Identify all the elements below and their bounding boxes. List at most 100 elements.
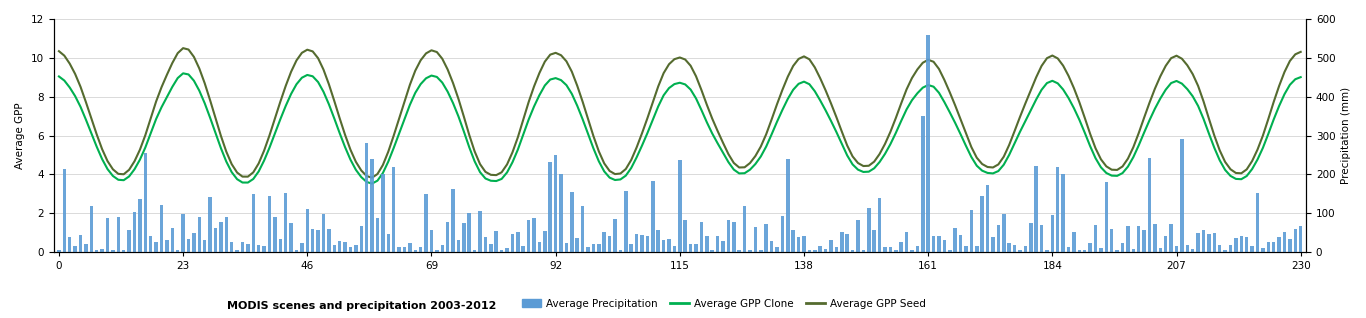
Bar (111, 250, 115, 252)
Bar (1142, 230, 1146, 252)
Bar (1003, 214, 1005, 252)
Bar (193, 233, 195, 252)
Legend: Average Precipitation, Average GPP Clone, Average GPP Seed: Average Precipitation, Average GPP Clone… (518, 294, 930, 313)
Bar (1164, 236, 1168, 252)
Bar (544, 231, 546, 252)
Bar (910, 250, 914, 252)
Bar (1224, 250, 1227, 252)
Bar (279, 239, 281, 252)
Bar (921, 116, 925, 252)
Bar (602, 232, 607, 252)
Bar (79, 234, 82, 252)
Bar (63, 169, 66, 252)
Bar (1175, 246, 1179, 252)
Bar (1083, 250, 1086, 252)
Bar (1244, 237, 1249, 252)
Bar (884, 247, 887, 252)
Bar (851, 250, 854, 252)
Bar (322, 214, 325, 252)
Bar (1218, 245, 1221, 252)
Bar (721, 241, 725, 252)
Bar (1213, 232, 1216, 252)
Bar (511, 234, 514, 252)
Bar (1131, 249, 1135, 252)
Bar (74, 246, 76, 252)
Text: MODIS scenes and precipitation 2003-2012: MODIS scenes and precipitation 2003-2012 (227, 301, 497, 311)
Bar (1007, 243, 1011, 252)
Bar (1116, 250, 1119, 252)
Bar (937, 236, 941, 252)
Bar (533, 218, 535, 252)
Bar (1153, 224, 1157, 252)
Bar (235, 250, 239, 252)
Bar (873, 231, 876, 252)
Bar (1191, 249, 1194, 252)
Bar (467, 213, 471, 252)
Bar (160, 205, 164, 252)
Bar (290, 224, 292, 252)
Bar (549, 162, 552, 252)
Bar (332, 245, 336, 252)
Bar (213, 228, 217, 252)
Bar (1067, 247, 1071, 252)
Bar (484, 237, 488, 252)
Bar (500, 250, 504, 252)
Bar (667, 239, 671, 252)
Bar (1126, 226, 1130, 252)
Bar (785, 159, 790, 252)
Bar (862, 250, 865, 252)
Bar (348, 247, 352, 252)
Bar (1288, 239, 1292, 252)
Bar (182, 214, 184, 252)
Bar (387, 234, 391, 252)
Bar (813, 250, 817, 252)
Bar (343, 242, 347, 252)
Bar (840, 232, 844, 252)
Bar (835, 247, 839, 252)
Bar (1029, 223, 1033, 252)
Bar (889, 247, 892, 252)
Bar (403, 247, 406, 252)
Bar (1012, 245, 1016, 252)
Bar (727, 220, 731, 252)
Bar (462, 223, 466, 252)
Bar (765, 224, 768, 252)
Bar (392, 167, 395, 252)
Bar (138, 199, 142, 252)
Bar (846, 234, 848, 252)
Bar (1147, 158, 1152, 252)
Bar (127, 230, 131, 252)
Bar (408, 243, 411, 252)
Bar (635, 234, 638, 252)
Bar (559, 175, 563, 252)
Bar (1294, 229, 1298, 252)
Bar (489, 245, 493, 252)
Y-axis label: Precipitation (mm): Precipitation (mm) (1341, 87, 1351, 184)
Bar (948, 250, 952, 252)
Bar (1266, 242, 1270, 252)
Bar (796, 237, 800, 252)
Bar (224, 217, 228, 252)
Bar (1229, 245, 1232, 252)
Bar (749, 250, 751, 252)
Bar (570, 192, 574, 252)
Bar (1239, 237, 1243, 252)
Bar (100, 250, 104, 252)
Bar (652, 181, 654, 252)
Bar (641, 235, 643, 252)
Bar (326, 229, 331, 252)
Bar (90, 206, 93, 252)
Bar (445, 222, 449, 252)
Bar (257, 245, 261, 252)
Bar (209, 197, 212, 252)
Bar (1137, 226, 1141, 252)
Bar (456, 240, 460, 252)
Bar (105, 218, 109, 252)
Bar (732, 223, 735, 252)
Bar (964, 246, 967, 252)
Bar (262, 246, 266, 252)
Bar (430, 230, 433, 252)
Bar (586, 247, 590, 252)
Bar (791, 230, 795, 252)
Bar (268, 196, 272, 252)
